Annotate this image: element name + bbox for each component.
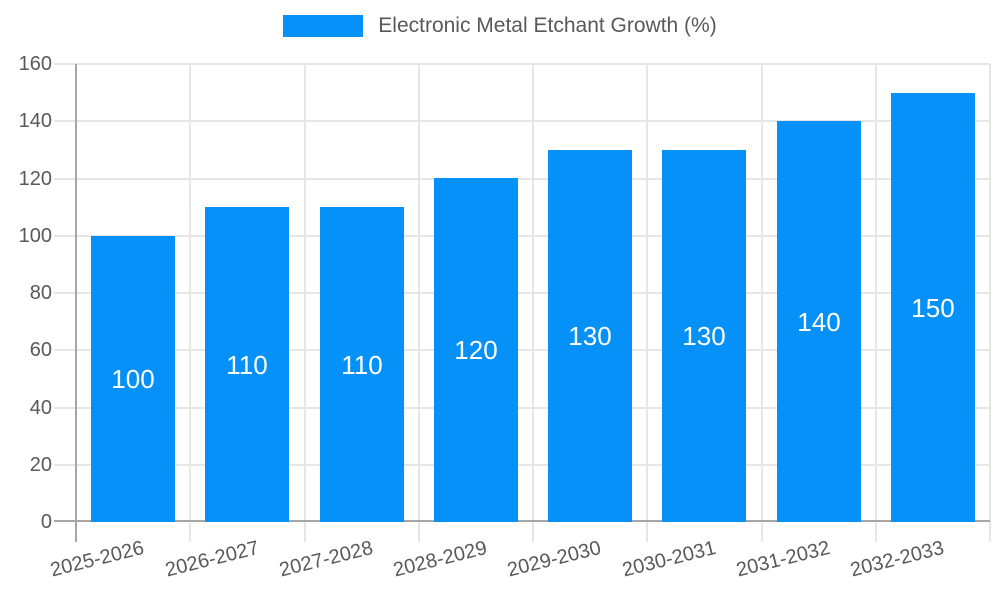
x-axis-tick-label: 2027-2028 <box>277 536 376 582</box>
x-gridline <box>532 64 534 522</box>
bar-value-label: 150 <box>911 293 955 323</box>
bar-value-label: 100 <box>111 364 155 394</box>
x-axis-tick-mark <box>532 522 534 542</box>
bar-2032-2033[interactable]: 150 <box>891 93 975 522</box>
bar-value-label: 110 <box>226 350 268 380</box>
bar-2029-2030[interactable]: 130 <box>548 150 632 522</box>
x-axis-tick-label: 2025-2026 <box>48 536 147 582</box>
x-axis-tick-label: 2031-2032 <box>734 536 833 582</box>
bar-value-label: 130 <box>682 321 726 351</box>
x-axis-tick-mark <box>646 522 649 542</box>
x-axis-tick-mark <box>303 522 306 542</box>
bar-2026-2027[interactable]: 110 <box>205 207 289 522</box>
bar-2027-2028[interactable]: 110 <box>320 207 404 522</box>
y-axis-tick-label: 100 <box>18 224 52 247</box>
bar-2025-2026[interactable]: 100 <box>91 236 175 522</box>
y-axis-tick-label: 20 <box>29 453 52 476</box>
y-axis-tick-label: 140 <box>18 110 52 133</box>
y-gridline <box>54 63 990 65</box>
y-axis-tick-label: 80 <box>29 282 52 304</box>
bar-value-label: 120 <box>454 335 498 365</box>
x-axis-tick-mark <box>874 522 877 542</box>
y-axis-tick-label: 0 <box>40 511 52 533</box>
x-axis-tick-mark <box>417 522 420 542</box>
legend-item[interactable]: Electronic Metal Etchant Growth (%) <box>0 14 1000 38</box>
x-axis-tick-label: 2030-2031 <box>619 536 718 582</box>
bar-2028-2029[interactable]: 120 <box>434 178 518 522</box>
bar-value-label: 110 <box>341 350 383 380</box>
x-axis-tick-label: 2032-2033 <box>848 536 947 582</box>
x-axis-tick-label: 2026-2027 <box>162 536 261 582</box>
x-gridline <box>874 64 877 522</box>
y-axis-tick-label: 120 <box>18 167 52 190</box>
x-axis-tick-mark <box>760 522 763 542</box>
y-axis-line <box>75 64 77 542</box>
x-gridline <box>646 64 649 522</box>
x-axis-tick-label: 2028-2029 <box>391 536 490 582</box>
y-axis-tick-label: 40 <box>29 396 52 419</box>
x-axis-tick-label: 2029-2030 <box>505 536 604 582</box>
x-axis-tick-mark <box>989 522 991 542</box>
y-axis-tick-label: 60 <box>29 339 52 362</box>
x-axis-tick-mark <box>189 522 192 542</box>
bar-value-label: 140 <box>797 307 841 337</box>
legend-swatch <box>283 15 364 37</box>
plot-area: 0 20 40 60 80 100 120 140 160 100 2025-2026 110 2026… <box>19 53 991 581</box>
x-gridline <box>760 64 763 522</box>
bar-2031-2032[interactable]: 140 <box>777 121 861 522</box>
y-axis-tick-label: 160 <box>18 53 52 75</box>
bar-value-label: 130 <box>568 321 612 351</box>
legend-label: Electronic Metal Etchant Growth (%) <box>378 14 717 37</box>
x-gridline <box>417 64 420 522</box>
x-gridline <box>189 64 192 522</box>
x-gridline <box>303 64 306 522</box>
x-gridline <box>989 64 991 522</box>
bar-2030-2031[interactable]: 130 <box>662 150 746 522</box>
